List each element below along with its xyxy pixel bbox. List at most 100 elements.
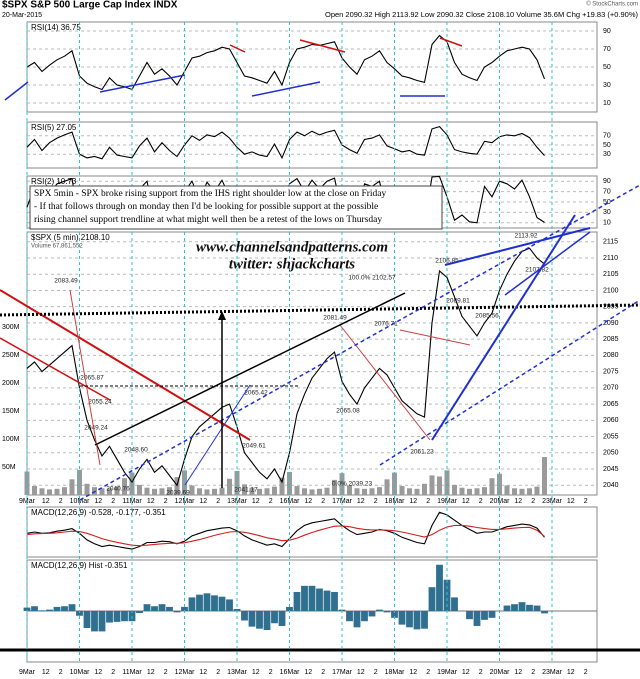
histogram-bar xyxy=(428,587,436,611)
trendline xyxy=(439,37,463,47)
trendline xyxy=(431,214,576,441)
trendlines xyxy=(0,37,640,501)
x-tick-label: 2 xyxy=(164,498,168,505)
volume-bar xyxy=(467,488,472,495)
histogram-bar xyxy=(248,611,256,627)
histogram-bar xyxy=(218,596,226,611)
x-tick-label: 2 xyxy=(269,669,273,676)
price-label: 2085.56 xyxy=(475,313,499,320)
volume-bar xyxy=(422,483,427,495)
y-tick-label: 30 xyxy=(603,82,611,89)
x-tick-label: 12 xyxy=(304,669,312,676)
histogram-bar xyxy=(511,604,518,611)
volume-bar xyxy=(437,476,442,495)
histogram-bar xyxy=(173,611,181,613)
legend-entry: Volume 67,861,552 xyxy=(31,244,83,250)
price-label: 2061.23 xyxy=(410,449,434,456)
x-tick-label: 12 xyxy=(199,498,207,505)
histogram-bar xyxy=(541,611,548,614)
panel-title: RSI(14) 36.75 xyxy=(31,23,81,32)
histogram-bar xyxy=(533,605,541,611)
x-tick-label: 16Mar xyxy=(280,669,301,676)
volume-bar xyxy=(429,475,435,495)
x-tick-label: 2 xyxy=(111,669,115,676)
volume-bar xyxy=(129,472,135,495)
histogram-bar xyxy=(526,604,533,611)
volume-bar xyxy=(212,488,217,495)
trendline xyxy=(94,292,406,446)
volume-bar xyxy=(249,487,255,495)
y-tick-label: 2100 xyxy=(603,287,619,294)
volume-bar xyxy=(294,486,300,495)
x-tick-label: 12 xyxy=(94,498,102,505)
histogram-bar xyxy=(83,611,91,628)
y2-tick-label: 300M xyxy=(2,324,20,331)
x-tick-label: 20Mar xyxy=(490,498,511,505)
panel-title: MACD(12,26,9) Hist -0.351 xyxy=(31,561,128,570)
price-label: 2065.08 xyxy=(336,408,360,415)
price-label: 2065.87 xyxy=(80,375,104,382)
y-tick-label: 2075 xyxy=(603,368,619,375)
histogram-bar xyxy=(31,606,38,611)
trendline xyxy=(184,384,251,486)
volume-bar xyxy=(242,484,247,495)
histogram-bar xyxy=(76,611,83,616)
histogram-bar xyxy=(376,609,383,611)
panel-title: RSI(2) 10.73 xyxy=(31,177,77,186)
y-tick-label: 2040 xyxy=(603,482,619,489)
histogram-bar xyxy=(143,604,151,611)
volume-bar xyxy=(24,471,30,495)
volume-bar xyxy=(489,478,495,495)
y-tick-label: 50 xyxy=(603,199,611,206)
volume-bar xyxy=(332,479,337,495)
histogram-bar xyxy=(181,606,188,611)
price-label: 2041.17 xyxy=(234,487,258,494)
y-tick-label: 2110 xyxy=(603,255,618,262)
x-tick-label: 10Mar xyxy=(70,498,91,505)
trendline xyxy=(4,81,29,101)
y-tick-label: 2095 xyxy=(603,304,619,311)
histogram-bar xyxy=(301,585,308,611)
watermark: twitter: shjackcharts xyxy=(229,256,355,272)
credit: © StockCharts.com xyxy=(586,1,638,8)
x-tick-label: 12 xyxy=(42,669,50,676)
x-tick-label: 2 xyxy=(426,669,430,676)
volume-bar xyxy=(182,470,187,495)
price-label: 2089.81 xyxy=(446,298,470,305)
histogram-bar xyxy=(136,611,143,614)
volume-bar xyxy=(219,487,225,495)
histogram-bar xyxy=(481,611,488,620)
price-label: 2106.85 xyxy=(435,258,459,265)
volume-bar xyxy=(272,486,277,495)
price-label: 0.0% 2039.23 xyxy=(332,481,373,488)
trendline xyxy=(99,74,186,93)
volume-bar xyxy=(474,488,480,495)
price-label: 2076.71 xyxy=(374,321,398,328)
y2-tick-label: 250M xyxy=(2,352,20,359)
trendline xyxy=(504,231,591,296)
y-tick-label: 50 xyxy=(603,142,611,149)
x-tick-label: 2 xyxy=(321,669,325,676)
x-tick-label: 2 xyxy=(216,669,220,676)
histogram-bar xyxy=(91,611,98,632)
volume-bar xyxy=(527,488,532,495)
histogram-bar xyxy=(436,564,443,611)
x-tick-label: 12 xyxy=(462,498,470,505)
y-tick-label: 30 xyxy=(603,209,611,216)
trendline xyxy=(399,329,471,346)
x-tick-label: 12 xyxy=(252,669,260,676)
histogram-bar xyxy=(451,597,458,611)
x-tick-label: 2 xyxy=(374,498,378,505)
y2-tick-label: 100M xyxy=(2,436,20,443)
y-tick-label: 2115 xyxy=(603,239,618,246)
symbol: $SPX S&P 500 Large Cap Index INDX xyxy=(2,0,178,11)
y-tick-label: 2045 xyxy=(603,466,619,473)
y-tick-label: 90 xyxy=(603,178,611,185)
y-tick-label: 2070 xyxy=(603,385,619,392)
x-tick-label: 2 xyxy=(479,669,483,676)
x-tick-label: 13Mar xyxy=(227,669,248,676)
histogram-bar xyxy=(383,611,391,613)
x-tick-label: 2 xyxy=(584,498,588,505)
x-tick-label: 2 xyxy=(59,498,63,505)
